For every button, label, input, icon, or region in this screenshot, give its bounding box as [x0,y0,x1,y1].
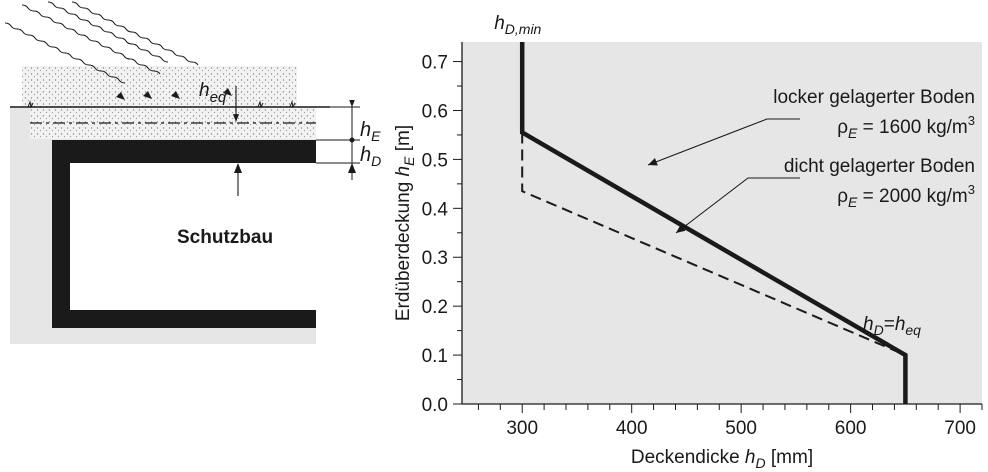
axes: 300 400 500 600 700 0.0 0.1 0.2 0.3 0.4 0.5 0.6 0.7 [422,42,983,439]
heq-label: heq [199,80,227,106]
annotation-leaders [647,118,800,234]
grass-tuft [27,100,34,109]
series-line-loose-soil [519,42,908,404]
y-tick-label: 0.3 [422,248,448,269]
y-tick-label: 0.4 [422,199,449,220]
x-tick-label: 700 [944,418,976,439]
cover-depth-chart: 300 400 500 600 7000.00.10.20.30.40.50.60.7 … [393,13,983,471]
dense-soil-density: ρE = 2000 kg/m3 [837,182,975,210]
hE-label: hE [360,119,381,144]
hdmin-label: hD,min [494,13,541,37]
radiation-rays [4,1,199,84]
series-layer [519,42,908,404]
loose-soil-density: ρE = 1600 kg/m3 [837,113,975,141]
y-tick-label: 0.7 [422,53,448,74]
protective-structure-diagram: heq Schutzbau [4,1,330,344]
y-axis-title: Erdüberdeckung hE [m] [393,125,417,321]
x-tick-label: 300 [506,418,538,439]
x-axis-title: Deckendicke hD [mm] [631,447,813,471]
dimension-labels: hE hD [330,100,381,180]
grass-tuft [257,100,264,109]
x-tick-label: 500 [725,418,757,439]
plot-area [462,42,982,404]
building-label: Schutzbau [177,227,273,248]
y-tick-label: 0.5 [422,150,448,171]
leader-dense-soil-arrowhead [676,224,686,233]
y-tick-label: 0.6 [422,101,448,122]
roof-bottom-arrow [234,163,242,173]
x-tick-label: 400 [616,418,648,439]
grass-tuft [289,100,296,109]
y-tick-label: 0.0 [422,395,448,416]
leader-loose-soil-arrowhead [648,158,658,166]
x-tick-label: 600 [835,418,867,439]
leader-dense-soil [675,177,800,234]
roof-slab [52,140,316,163]
leader-loose-soil [647,118,800,166]
hd-equals-heq-label: hD=heq [863,314,921,338]
floor-slab [52,310,316,328]
wall [52,140,70,328]
interior [70,163,316,310]
series-line-dense-soil [521,132,906,357]
hD-label: hD [360,144,381,169]
loose-soil-title: locker gelagerter Boden [773,87,975,108]
earth-fill-above [22,66,297,108]
dense-soil-title: dicht gelagerter Boden [784,156,975,177]
radiation-arrowheads [116,88,232,100]
y-tick-label: 0.2 [422,297,448,318]
y-tick-label: 0.1 [422,346,448,367]
